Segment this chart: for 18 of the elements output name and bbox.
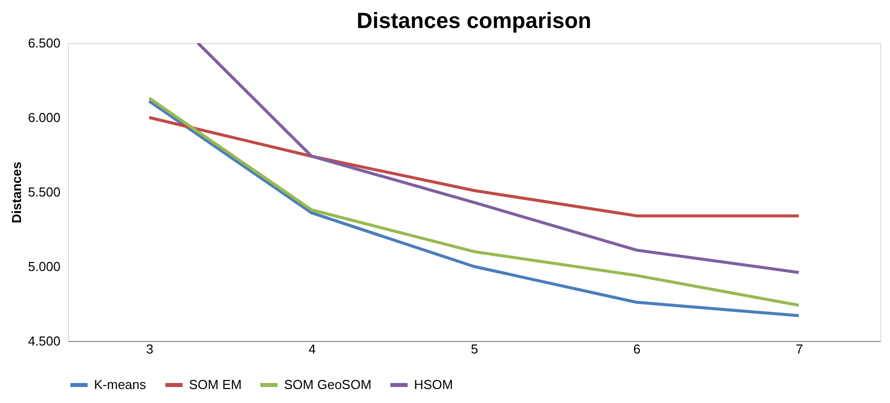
chart-title: Distances comparison [356, 8, 592, 33]
y-axis-title: Distances [8, 162, 24, 224]
line-series [196, 43, 800, 274]
x-tick-label: 4 [308, 342, 316, 356]
legend-label: K-means [94, 377, 147, 392]
x-tick-label: 7 [796, 342, 803, 356]
legend-label: SOM GeoSOM [284, 377, 372, 392]
x-tick-label: 5 [470, 342, 478, 356]
y-tick-label: 4.500 [28, 334, 60, 348]
x-tick-label: 3 [146, 342, 154, 356]
y-tick-label: 5.500 [28, 184, 60, 200]
y-tick-label: 6.000 [28, 110, 60, 125]
line-series [148, 116, 800, 218]
legend-label: SOM EM [189, 377, 242, 392]
legend-label: HSOM [414, 377, 453, 392]
y-tick-label: 6.500 [28, 36, 60, 50]
y-tick-label: 5.000 [28, 259, 60, 274]
x-tick-label: 6 [633, 342, 641, 356]
